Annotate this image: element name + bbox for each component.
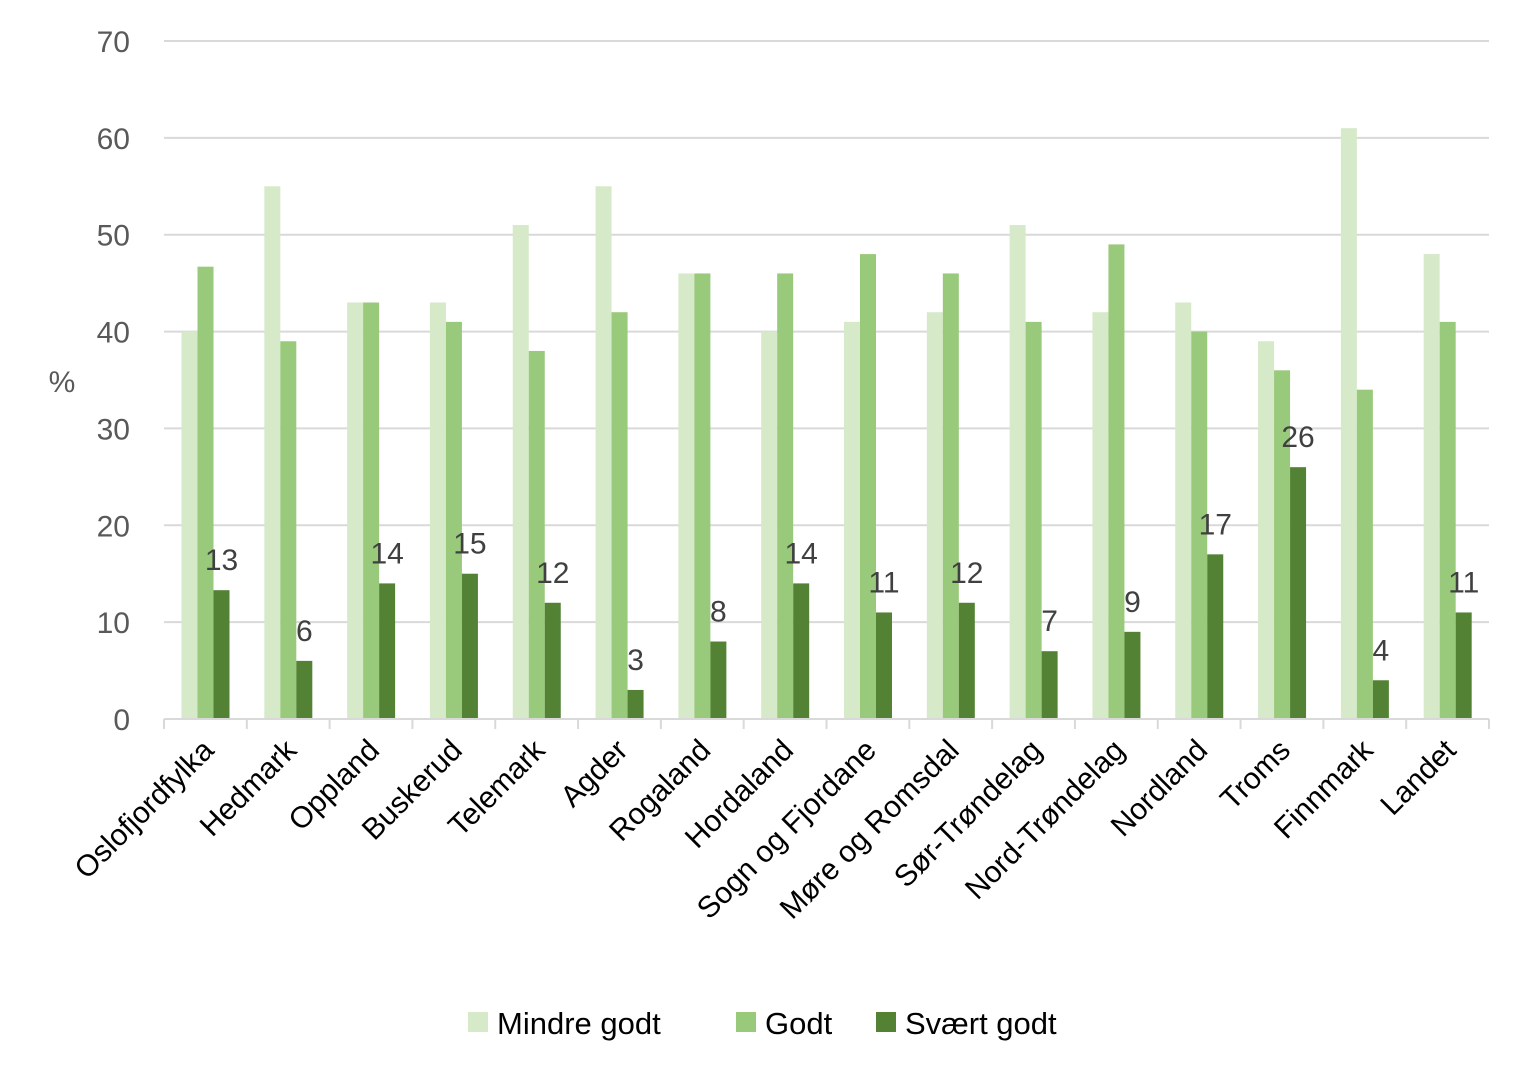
data-label: 4: [1373, 634, 1390, 667]
y-tick-label: 60: [97, 123, 130, 156]
bar-svært-godt: [958, 602, 975, 719]
legend-label: Godt: [765, 1006, 833, 1041]
bar-svært-godt: [1124, 631, 1141, 719]
legend-label: Svært godt: [905, 1006, 1057, 1041]
y-axis-title: %: [49, 366, 76, 399]
data-label: 12: [950, 557, 983, 590]
y-tick-label: 50: [97, 220, 130, 253]
y-tick-label: 20: [97, 510, 130, 543]
bar-svært-godt: [876, 612, 892, 719]
data-label: 17: [1199, 508, 1232, 541]
bar-mindre-godt: [761, 331, 778, 719]
bar-mindre-godt: [429, 302, 446, 719]
gridlines: [164, 40, 1489, 624]
data-label: 26: [1281, 421, 1314, 454]
data-label: 11: [868, 566, 899, 599]
bar-svært-godt: [461, 573, 478, 719]
bar-godt: [445, 321, 462, 719]
data-label: 7: [1041, 605, 1058, 638]
bar-svært-godt: [213, 590, 230, 719]
legend-swatch: [876, 1012, 896, 1032]
bar-svært-godt: [710, 641, 727, 719]
bar-godt: [860, 254, 876, 720]
bar-godt: [197, 266, 214, 719]
x-category-label: Landet: [1374, 733, 1463, 822]
bar-godt: [1191, 331, 1208, 719]
x-category-label: Agder: [554, 734, 634, 814]
bar-godt: [280, 341, 297, 719]
y-tick-label: 0: [113, 704, 130, 737]
bar-svært-godt: [793, 583, 810, 719]
data-label: 15: [453, 528, 486, 561]
x-category-label: Sør-Trøndelag: [888, 734, 1048, 894]
bar-svært-godt: [296, 660, 313, 719]
bar-svært-godt: [1455, 612, 1472, 719]
data-label: 11: [1448, 566, 1479, 599]
bar-godt: [1274, 370, 1291, 719]
x-category-label: Troms: [1214, 734, 1297, 817]
bar-mindre-godt: [1258, 341, 1275, 719]
bar-godt: [1356, 389, 1373, 719]
bar-godt: [777, 273, 794, 719]
x-category-label: Oslofjordfylka: [69, 733, 221, 885]
bar-mindre-godt: [512, 225, 529, 719]
bar-svært-godt: [1041, 651, 1058, 719]
bar-mindre-godt: [595, 186, 612, 720]
legend-swatch: [736, 1012, 756, 1032]
data-label: 14: [370, 537, 403, 570]
bar-svært-godt: [627, 689, 644, 719]
bar-mindre-godt: [844, 321, 860, 719]
data-labels: 13 6 14 15 12 3 8 14 11 12 7 9 17 26 4 11: [205, 421, 1479, 677]
bar-godt: [1108, 244, 1125, 719]
bar-mindre-godt: [347, 302, 364, 719]
legend-label: Mindre godt: [497, 1006, 661, 1041]
bar-mindre-godt: [264, 186, 281, 720]
y-tick-label: 30: [97, 413, 130, 446]
bar-godt: [611, 312, 628, 719]
data-label: 12: [536, 557, 569, 590]
bar-mindre-godt: [1009, 225, 1026, 719]
bar-svært-godt: [544, 602, 561, 719]
y-tick-label: 70: [97, 26, 130, 59]
bar-godt: [942, 273, 959, 719]
bar-mindre-godt: [1092, 312, 1109, 719]
bar-godt: [528, 350, 545, 719]
bars: [181, 128, 1472, 720]
bar-godt: [1025, 321, 1042, 719]
bar-mindre-godt: [678, 273, 695, 719]
y-axis-ticks: 0 10 20 30 40 50 60 70: [97, 26, 130, 737]
bar-svært-godt: [1290, 467, 1307, 719]
bar-mindre-godt: [926, 312, 943, 719]
legend-swatch: [468, 1012, 488, 1032]
data-label: 3: [627, 644, 644, 677]
y-tick-label: 40: [97, 317, 130, 350]
x-axis-categories: OslofjordfylkaHedmarkOpplandBuskerudTele…: [69, 733, 1463, 926]
data-label: 6: [296, 615, 313, 648]
bar-mindre-godt: [1340, 128, 1357, 719]
bar-svært-godt: [1372, 680, 1389, 719]
data-label: 8: [710, 596, 727, 629]
bar-mindre-godt: [1423, 254, 1440, 720]
legend: Mindre godt Godt Svært godt: [468, 1006, 1057, 1041]
data-label: 13: [205, 544, 238, 577]
bar-svært-godt: [379, 583, 396, 719]
bar-godt: [1439, 321, 1456, 719]
bar-mindre-godt: [1175, 302, 1192, 719]
data-label: 9: [1124, 586, 1141, 619]
x-axis: [163, 718, 1490, 729]
bar-godt: [363, 302, 380, 719]
bar-mindre-godt: [181, 331, 198, 719]
data-label: 14: [785, 537, 818, 570]
bar-godt: [694, 273, 711, 719]
bar-svært-godt: [1207, 554, 1224, 719]
y-tick-label: 10: [97, 607, 130, 640]
